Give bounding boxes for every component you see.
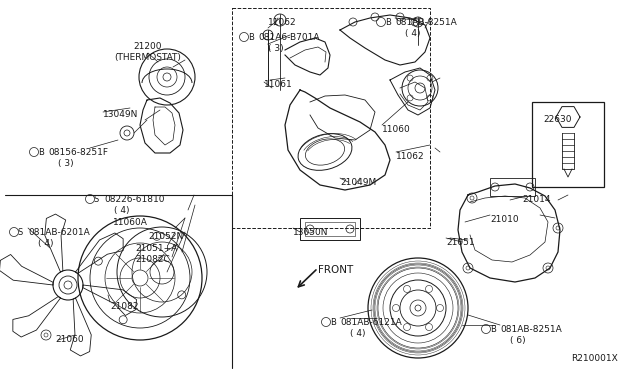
Text: S: S [94, 195, 99, 204]
Text: 08226-61810: 08226-61810 [104, 195, 164, 204]
Text: ( 4): ( 4) [350, 329, 365, 338]
Bar [490, 178, 535, 196]
Text: 081A6-B701A: 081A6-B701A [258, 33, 319, 42]
Text: 22630: 22630 [544, 115, 572, 124]
Text: 081AB-6121A: 081AB-6121A [340, 318, 402, 327]
Text: 21010: 21010 [490, 215, 518, 224]
Text: 081AB-8251A: 081AB-8251A [395, 18, 457, 27]
Text: 21060: 21060 [55, 335, 84, 344]
Text: 11062: 11062 [396, 152, 424, 161]
Text: B: B [490, 325, 496, 334]
Text: ( 3): ( 3) [58, 159, 74, 168]
Text: B: B [330, 318, 336, 327]
Text: S: S [18, 228, 23, 237]
Text: 21049M: 21049M [340, 178, 376, 187]
Text: 21082C: 21082C [135, 255, 170, 264]
Text: 081AB-8251A: 081AB-8251A [500, 325, 562, 334]
Text: 11060: 11060 [382, 125, 411, 134]
Text: FRONT: FRONT [318, 265, 353, 275]
Text: 21052N: 21052N [148, 232, 183, 241]
Text: B: B [38, 148, 44, 157]
Text: 11060A: 11060A [113, 218, 148, 227]
Text: 21014: 21014 [522, 195, 550, 204]
Text: 21051+A: 21051+A [135, 244, 177, 253]
Text: 21082: 21082 [110, 302, 138, 311]
Text: 081AB-6201A: 081AB-6201A [28, 228, 90, 237]
Text: 08156-8251F: 08156-8251F [48, 148, 108, 157]
Text: B: B [385, 18, 391, 27]
Text: (THERMOSTAT): (THERMOSTAT) [115, 53, 181, 62]
Text: 11062: 11062 [268, 18, 296, 27]
Text: 13049N: 13049N [103, 110, 138, 119]
Text: 21200: 21200 [134, 42, 163, 51]
Text: ( 3): ( 3) [268, 44, 284, 53]
Text: ( 4): ( 4) [114, 206, 129, 215]
Bar [532, 102, 604, 187]
Text: 13050N: 13050N [293, 228, 328, 237]
Text: B: B [248, 33, 254, 42]
Text: ( 4): ( 4) [38, 239, 54, 248]
Text: 11061: 11061 [264, 80, 292, 89]
Text: R210001X: R210001X [572, 354, 618, 363]
Text: ( 4): ( 4) [405, 29, 420, 38]
Bar [305, 222, 355, 236]
Text: ( 6): ( 6) [510, 336, 525, 345]
Bar [232, 8, 430, 228]
Bar [300, 218, 360, 240]
Text: 21051: 21051 [446, 238, 475, 247]
